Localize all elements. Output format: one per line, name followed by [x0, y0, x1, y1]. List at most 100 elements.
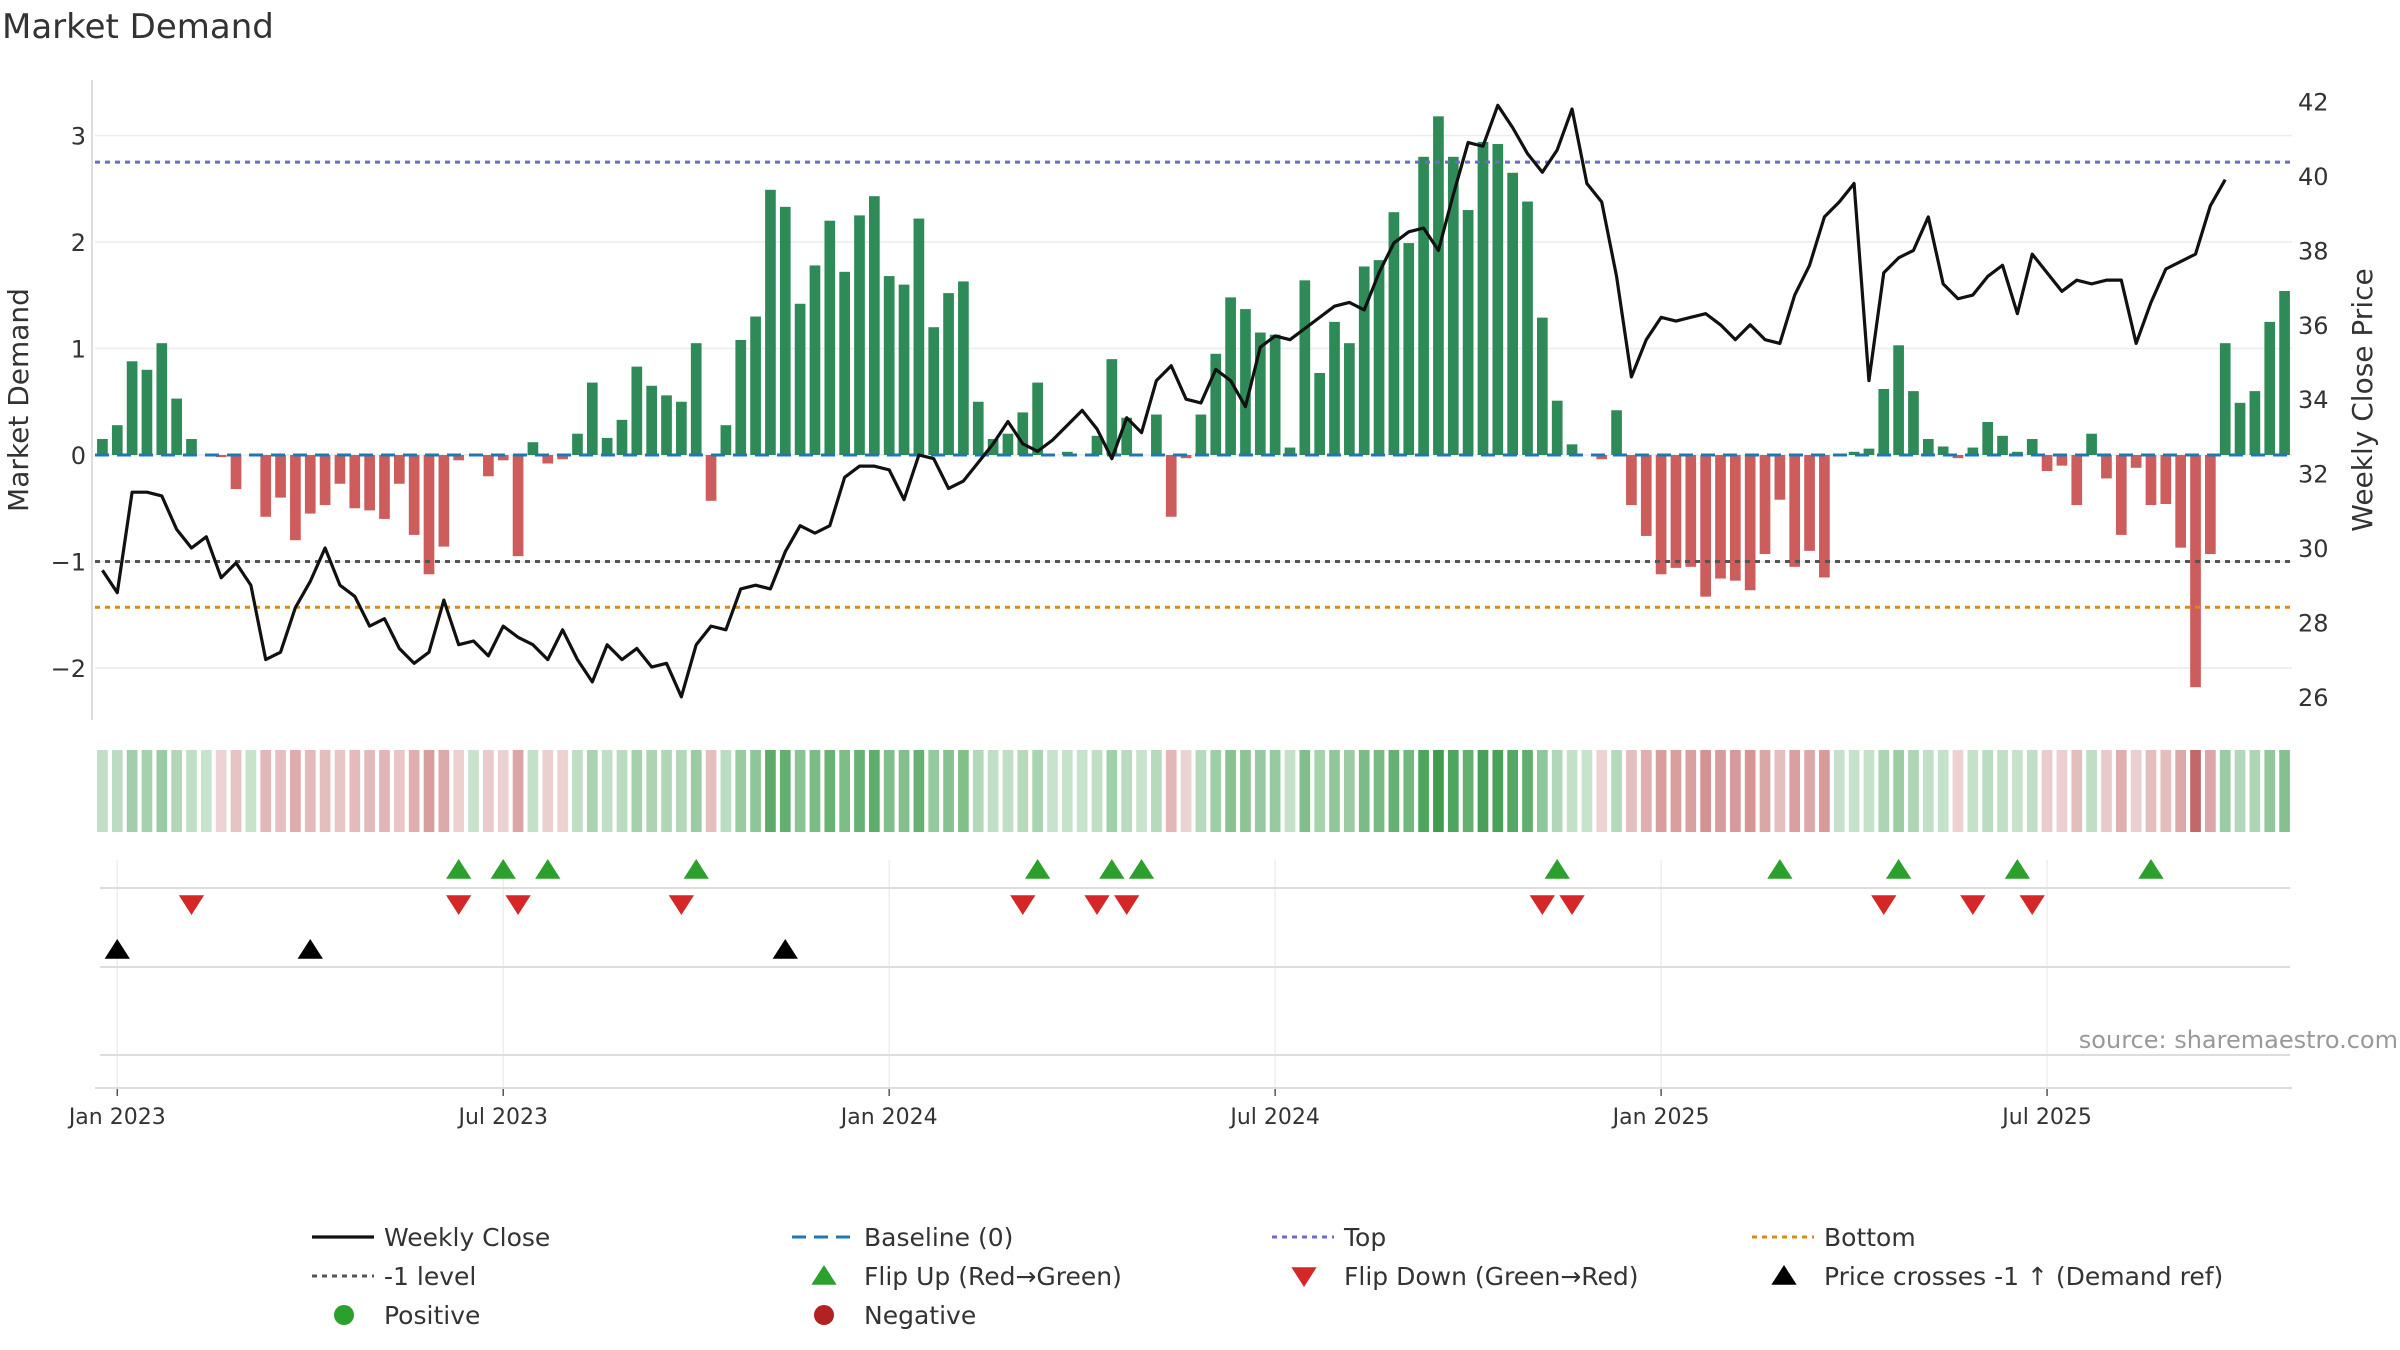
heat-strip-cell — [705, 750, 717, 832]
heat-strip-cell — [1729, 750, 1741, 832]
heat-strip-cell — [1047, 750, 1058, 832]
legend-item: Positive — [334, 1301, 480, 1330]
heat-strip-cell — [1165, 750, 1177, 832]
heat-strip-cell — [1225, 750, 1236, 832]
demand-bar — [1537, 317, 1548, 455]
heat-strip-cell — [468, 750, 479, 832]
heat-strip-cell — [1833, 750, 1845, 832]
demand-bar — [1373, 260, 1385, 455]
heat-strip-cell — [557, 750, 568, 832]
flip-up-marker — [683, 859, 709, 879]
heat-strip-cell — [1626, 750, 1637, 832]
legend-item: Negative — [814, 1301, 976, 1330]
heat-strip-cell — [661, 750, 672, 832]
demand-bar — [379, 455, 390, 519]
demand-bar — [1551, 400, 1563, 455]
heat-strip-cell — [1982, 750, 1994, 832]
demand-bar — [705, 455, 717, 501]
demand-bar — [1729, 455, 1741, 581]
legend-label: Price crosses -1 ↑ (Demand ref) — [1824, 1262, 2223, 1291]
heat-strip-cell — [794, 750, 806, 832]
demand-bar — [319, 455, 331, 506]
heat-strip-cell — [824, 750, 836, 832]
heat-strip-cell — [883, 750, 895, 832]
heat-strip-cell — [2190, 750, 2201, 832]
demand-bar — [1388, 212, 1400, 455]
demand-bar — [364, 455, 375, 511]
x-tick-label: Jul 2025 — [2000, 1105, 2092, 1130]
legend-label: Positive — [384, 1301, 480, 1330]
demand-bar — [586, 382, 598, 455]
flip-up-marker — [1128, 859, 1155, 879]
demand-bar — [2071, 455, 2083, 506]
heat-strip-cell — [527, 750, 539, 832]
legend-item: Flip Up (Red→Green) — [811, 1262, 1122, 1291]
heat-strip-cell — [2279, 750, 2290, 832]
heat-strip-cell — [1151, 750, 1162, 832]
demand-bar — [1195, 414, 1207, 455]
heat-strip-cell — [676, 750, 687, 832]
heat-strip-cell — [690, 750, 702, 832]
heat-strip-cell — [364, 750, 375, 832]
heat-strip-cell — [393, 750, 405, 832]
y-right-tick-label: 40 — [2298, 163, 2329, 191]
demand-bar — [1314, 373, 1326, 455]
heat-strip-cell — [1121, 750, 1133, 832]
heat-strip-cell — [972, 750, 984, 832]
heat-strip-cell — [1700, 750, 1711, 832]
demand-bar — [527, 442, 539, 455]
flip-up-marker — [535, 859, 561, 879]
heat-strip-cell — [720, 750, 732, 832]
demand-bar — [1284, 447, 1296, 455]
demand-bar — [1611, 410, 1622, 455]
flip-down-marker — [2019, 895, 2045, 915]
demand-bar — [1893, 345, 1904, 455]
heat-strip-cell — [1908, 750, 1919, 832]
y-axis-left-label: Market Demand — [2, 288, 35, 512]
y-right-tick-label: 26 — [2298, 684, 2329, 712]
heat-strip-cell — [1240, 750, 1251, 832]
heat-strip-cell — [453, 750, 465, 832]
heat-strip-cell — [111, 750, 123, 832]
flip-up-marker — [2004, 859, 2031, 879]
demand-bar — [1180, 455, 1192, 459]
demand-bar — [1522, 201, 1533, 455]
demand-bar — [2234, 402, 2246, 455]
demand-bar — [1091, 435, 1103, 455]
heat-strip-cell — [1076, 750, 1088, 832]
heat-strip-cell — [1581, 750, 1593, 832]
heat-strip-cell — [2012, 750, 2023, 832]
y-left-tick-label: 0 — [71, 442, 86, 470]
heat-strip-cell — [1922, 750, 1934, 832]
heat-strip-cell — [334, 750, 346, 832]
heat-strip-cell — [2264, 750, 2276, 832]
demand-bar — [97, 439, 108, 455]
flip-down-marker — [1559, 895, 1585, 915]
price-cross-marker — [297, 939, 323, 959]
demand-bar — [1670, 455, 1682, 568]
demand-bar — [126, 361, 138, 455]
demand-bar — [1106, 359, 1118, 455]
heat-strip-cell — [1447, 750, 1459, 832]
demand-bar — [1640, 455, 1652, 536]
heat-strip-cell — [141, 750, 153, 832]
demand-bar — [1358, 266, 1370, 455]
demand-bar — [2145, 455, 2157, 506]
demand-bar — [1715, 455, 1726, 579]
demand-bar — [958, 281, 969, 455]
demand-bar — [1997, 435, 2008, 455]
heat-strip-cell — [1299, 750, 1311, 832]
demand-bar — [497, 455, 509, 461]
heat-strip-cell — [408, 750, 420, 832]
demand-bar — [1032, 382, 1043, 455]
demand-bar — [1061, 451, 1073, 455]
demand-bar — [735, 339, 747, 455]
heat-strip-cell — [2041, 750, 2053, 832]
legend-label: Baseline (0) — [864, 1223, 1013, 1252]
heat-strip-cell — [126, 750, 138, 832]
demand-bar — [883, 276, 895, 455]
heat-strip-cell — [1032, 750, 1043, 832]
demand-bar — [2219, 343, 2231, 455]
heat-strip-cell — [1774, 750, 1786, 832]
